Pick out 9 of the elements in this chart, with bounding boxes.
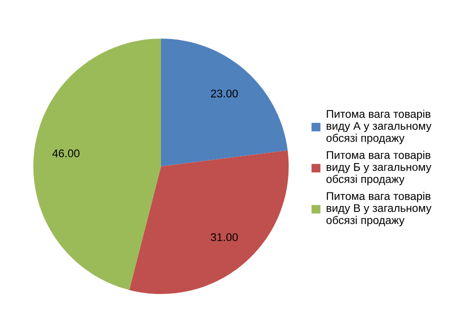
data-label: 31.00 (210, 233, 238, 242)
pie-slice (33, 38, 161, 290)
legend-label: Питома вага товарів виду А у загальному обсязі продажу (326, 110, 432, 144)
pie-slice (129, 150, 289, 294)
data-label: 46.00 (52, 149, 80, 158)
legend-label: Питома вага товарів виду В у загальному обсязі продажу (326, 192, 432, 226)
data-label: 23.00 (210, 90, 238, 98)
pie-slice (161, 38, 288, 166)
legend-label: Питома вага товарів виду Б у загальному обсязі продажу (326, 150, 432, 186)
